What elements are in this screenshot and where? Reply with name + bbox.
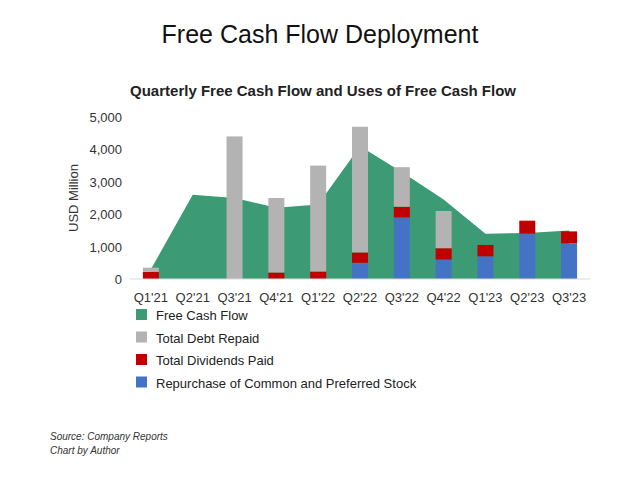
bar bbox=[143, 268, 159, 272]
title: Free Cash Flow Deployment bbox=[162, 20, 479, 48]
y-tick bbox=[127, 181, 130, 182]
bar bbox=[352, 263, 368, 279]
plot-area bbox=[143, 127, 577, 279]
y-tick-label: 5,000 bbox=[89, 110, 122, 125]
legend-label: Total Dividends Paid bbox=[156, 353, 274, 368]
x-tick-label: Q1'22 bbox=[301, 290, 335, 305]
x-tick-label: Q1'23 bbox=[468, 290, 502, 305]
y-tick bbox=[127, 279, 130, 280]
bar bbox=[143, 272, 159, 279]
bar bbox=[436, 248, 452, 259]
bar bbox=[477, 244, 493, 245]
x-tick-label: Q4'22 bbox=[426, 290, 460, 305]
y-tick-label: 3,000 bbox=[89, 175, 122, 190]
y-label: USD Million bbox=[66, 164, 81, 232]
bar bbox=[352, 252, 368, 262]
x-axis bbox=[130, 279, 590, 280]
bar bbox=[310, 272, 326, 279]
x-tick-label: Q3'22 bbox=[385, 290, 419, 305]
legend-swatch bbox=[136, 309, 147, 320]
bar bbox=[477, 256, 493, 279]
x-tick-label: Q3'23 bbox=[552, 290, 586, 305]
legend-label: Repurchase of Common and Preferred Stock bbox=[156, 376, 417, 391]
legend-swatch bbox=[136, 354, 147, 365]
bar bbox=[477, 245, 493, 256]
bar bbox=[519, 221, 535, 234]
bar bbox=[394, 207, 410, 218]
x-tick-label: Q4'21 bbox=[259, 290, 293, 305]
chart: Free Cash Flow Deployment Quarterly Free … bbox=[0, 0, 640, 480]
bar bbox=[436, 260, 452, 279]
bar bbox=[519, 220, 535, 221]
y-tick bbox=[127, 214, 130, 215]
annotation: Chart by Author bbox=[50, 445, 120, 456]
bar bbox=[561, 231, 577, 243]
bar bbox=[227, 136, 243, 279]
legend-swatch bbox=[136, 377, 147, 388]
y-tick bbox=[127, 149, 130, 150]
legend-swatch bbox=[136, 332, 147, 343]
bar bbox=[561, 231, 577, 232]
bar bbox=[519, 234, 535, 279]
legend-label: Total Debt Repaid bbox=[156, 331, 259, 346]
y-tick bbox=[127, 246, 130, 247]
bar bbox=[310, 166, 326, 272]
subtitle: Quarterly Free Cash Flow and Uses of Fre… bbox=[130, 82, 516, 99]
annotation: Source: Company Reports bbox=[50, 431, 168, 442]
y-tick-label: 0 bbox=[115, 272, 122, 287]
x-tick-label: Q2'21 bbox=[176, 290, 210, 305]
y-tick-label: 4,000 bbox=[89, 142, 122, 157]
x-tick-label: Q3'21 bbox=[217, 290, 251, 305]
x-tick-label: Q2'23 bbox=[510, 290, 544, 305]
bar bbox=[268, 198, 284, 273]
bar bbox=[394, 217, 410, 279]
bar bbox=[352, 127, 368, 253]
y-tick-label: 2,000 bbox=[89, 207, 122, 222]
y-tick-label: 1,000 bbox=[89, 240, 122, 255]
y-tick bbox=[127, 117, 130, 118]
x-tick-label: Q2'22 bbox=[343, 290, 377, 305]
bar bbox=[394, 167, 410, 207]
x-tick-label: Q1'21 bbox=[134, 290, 168, 305]
bar bbox=[268, 273, 284, 279]
bar bbox=[436, 211, 452, 248]
bar bbox=[561, 243, 577, 279]
legend-label: Free Cash Flow bbox=[156, 308, 248, 323]
